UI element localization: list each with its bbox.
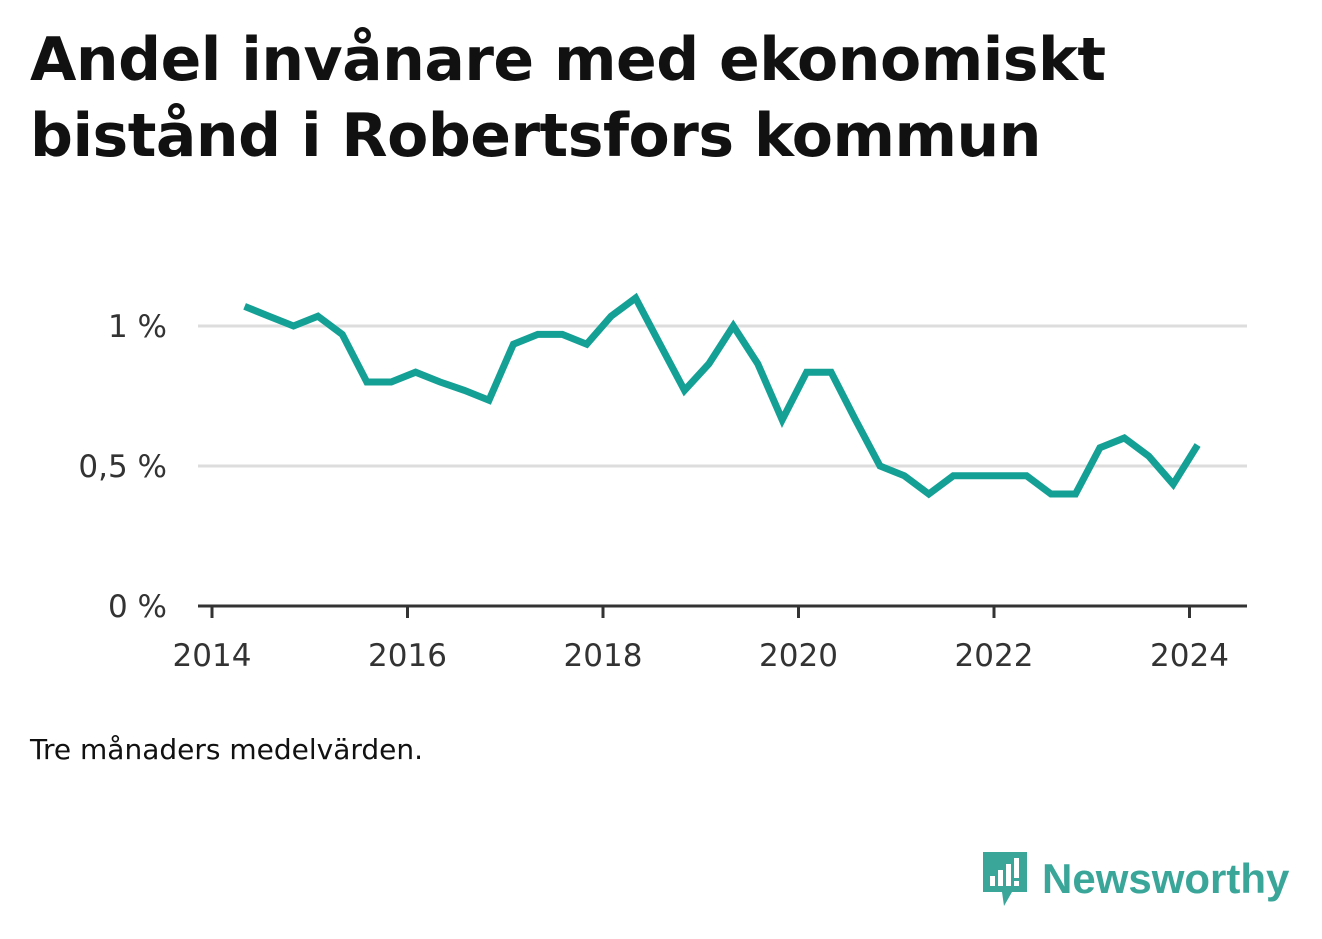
- y-tick-label: 0,5 %: [78, 449, 167, 485]
- x-tick-label: 2024: [1150, 638, 1229, 674]
- y-axis-labels: 0 % 0,5 % 1 %: [78, 309, 167, 625]
- x-tick-label: 2016: [368, 638, 447, 674]
- series-line: [243, 292, 1201, 499]
- series-layer: [243, 292, 1201, 499]
- x-tick-label: 2020: [759, 638, 838, 674]
- brand-name: Newsworthy: [1042, 855, 1290, 902]
- x-axis: 2014 2016 2018 2020 2022 2024: [173, 604, 1247, 674]
- chart-note: Tre månaders medelvärden.: [30, 733, 424, 766]
- newsworthy-logo[interactable]: Newsworthy: [980, 848, 1289, 910]
- newsworthy-logo-icon: [983, 852, 1027, 906]
- y-tick-label: 0 %: [108, 589, 167, 625]
- x-tick-label: 2014: [173, 638, 252, 674]
- y-tick-label: 1 %: [108, 309, 167, 345]
- x-tick-label: 2018: [564, 638, 643, 674]
- gridlines: [198, 324, 1247, 468]
- x-tick-label: 2022: [955, 638, 1034, 674]
- line-chart: 2014 2016 2018 2020 2022 2024 0 % 0,5 % 1 %: [78, 292, 1247, 674]
- chart-title: Andel invånare med ekonomiskt bistånd i …: [30, 25, 1106, 171]
